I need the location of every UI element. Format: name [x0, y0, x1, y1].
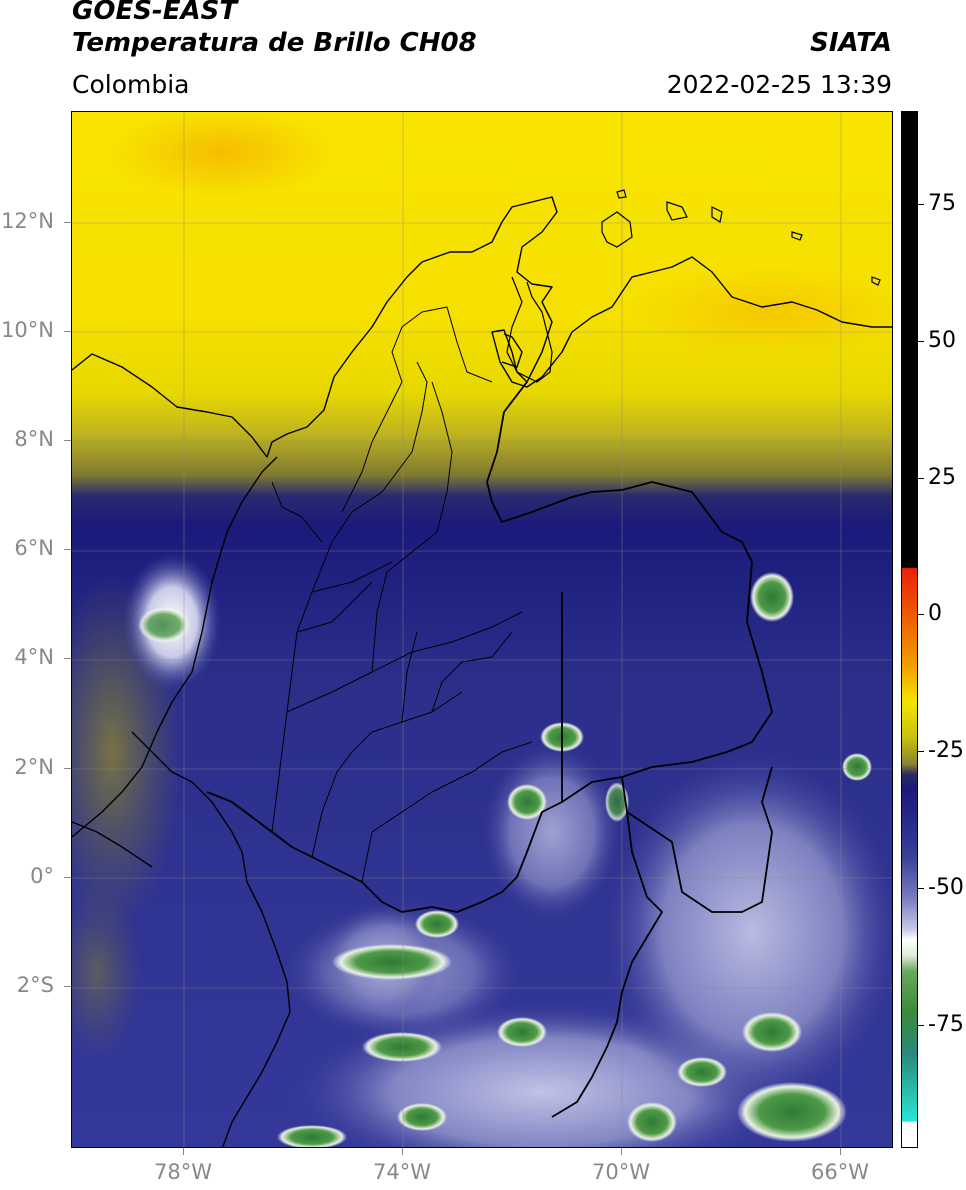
colorbar-label-0: 0	[928, 601, 942, 626]
colorbar-label-minus-75: -75	[928, 1012, 964, 1037]
lon-tick	[621, 1148, 622, 1155]
colorbar-tick	[918, 478, 924, 479]
lat-tick	[64, 549, 71, 550]
lat-tick	[64, 440, 71, 441]
title-satellite: GOES-EAST	[72, 0, 238, 26]
lat-tick	[64, 877, 71, 878]
lat-tick	[64, 658, 71, 659]
satellite-map	[71, 111, 893, 1148]
lon-tick	[183, 1148, 184, 1155]
title-product: Temperatura de Brillo CH08	[72, 28, 477, 58]
colorbar-label-25: 25	[928, 465, 956, 490]
lat-label-12n: 12°N	[1, 209, 54, 233]
colorbar-tick	[918, 888, 924, 889]
lat-tick	[64, 331, 71, 332]
lat-label-2n: 2°N	[14, 755, 54, 779]
colorbar-tick	[918, 614, 924, 615]
lon-label-78w: 78°W	[154, 1160, 212, 1184]
lat-label-10n: 10°N	[1, 318, 54, 342]
lat-label-6n: 6°N	[14, 536, 54, 560]
colorbar-tick	[918, 341, 924, 342]
lon-label-66w: 66°W	[811, 1160, 869, 1184]
lon-label-74w: 74°W	[373, 1160, 431, 1184]
region-label: Colombia	[72, 70, 190, 99]
lat-tick	[64, 986, 71, 987]
colorbar-gradient	[902, 112, 917, 1147]
colorbar	[901, 111, 918, 1148]
colorbar-label-75: 75	[928, 191, 956, 216]
lat-tick	[64, 768, 71, 769]
datetime-label: 2022-02-25 13:39	[666, 70, 892, 99]
lon-label-70w: 70°W	[592, 1160, 650, 1184]
lat-label-4n: 4°N	[14, 645, 54, 669]
brightness-temperature-field	[72, 112, 892, 1147]
colorbar-label-minus-25: -25	[928, 738, 964, 763]
lon-tick	[402, 1148, 403, 1155]
lat-tick	[64, 222, 71, 223]
colorbar-label-minus-50: -50	[928, 875, 964, 900]
lat-label-8n: 8°N	[14, 427, 54, 451]
brand-label: SIATA	[810, 28, 892, 58]
lat-label-equator: 0°	[30, 864, 54, 888]
lat-label-2s: 2°S	[16, 973, 54, 997]
colorbar-tick	[918, 751, 924, 752]
colorbar-tick	[918, 1025, 924, 1026]
lon-tick	[840, 1148, 841, 1155]
colorbar-tick	[918, 204, 924, 205]
colorbar-label-50: 50	[928, 328, 956, 353]
